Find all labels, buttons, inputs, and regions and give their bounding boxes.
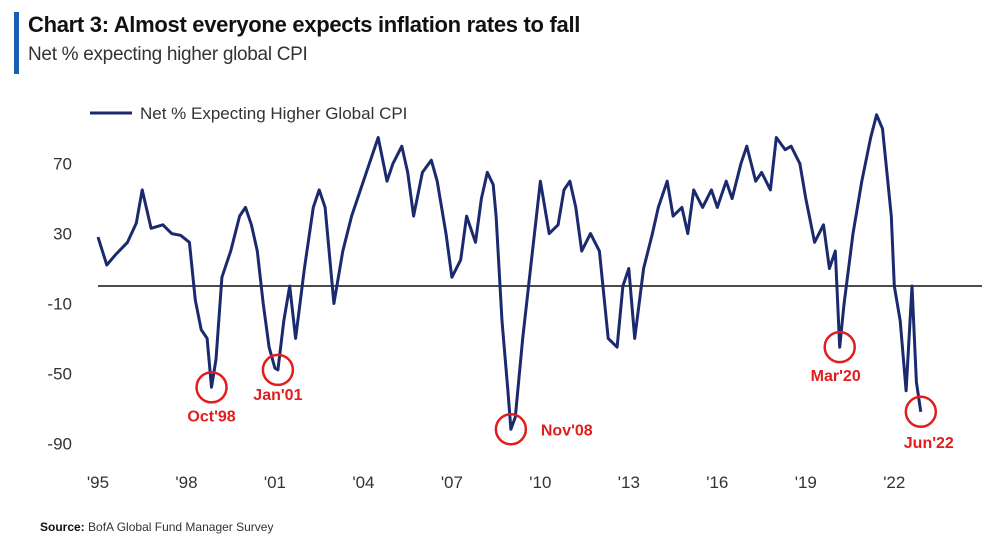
x-tick-label: '19 xyxy=(795,473,817,492)
annotation-label: Jan'01 xyxy=(253,387,302,404)
y-tick-label: -50 xyxy=(47,364,72,383)
annotation-circle xyxy=(823,330,856,364)
source-note: Source: BofA Global Fund Manager Survey xyxy=(40,520,273,534)
y-tick-label: 30 xyxy=(53,225,72,244)
title-accent-bar xyxy=(14,12,19,74)
annotation-circle xyxy=(261,353,295,387)
source-label: Source: xyxy=(40,520,85,534)
legend-label: Net % Expecting Higher Global CPI xyxy=(140,104,407,123)
y-tick-label: 70 xyxy=(53,155,72,174)
x-tick-label: '22 xyxy=(883,473,905,492)
x-tick-label: '16 xyxy=(706,473,728,492)
x-tick-label: '13 xyxy=(618,473,640,492)
x-axis-labels: '95 '98 '01 '04 '07 '10 '13 '16 '19 '22 xyxy=(87,473,905,492)
annotation-circle xyxy=(904,395,938,429)
annotations: Oct'98 Jan'01 Nov'08 Mar'20 Jun'22 xyxy=(187,330,954,452)
x-tick-label: '95 xyxy=(87,473,109,492)
annotation-label: Nov'08 xyxy=(541,422,593,439)
source-text: BofA Global Fund Manager Survey xyxy=(88,520,274,534)
annotation-label: Oct'98 xyxy=(187,408,235,425)
x-tick-label: '98 xyxy=(175,473,197,492)
annotation-label: Mar'20 xyxy=(811,368,861,385)
x-tick-label: '10 xyxy=(529,473,551,492)
annotation-circle xyxy=(195,371,228,404)
x-tick-label: '04 xyxy=(352,473,374,492)
x-tick-label: '01 xyxy=(264,473,286,492)
chart-title: Chart 3: Almost everyone expects inflati… xyxy=(28,12,581,37)
y-tick-label: -90 xyxy=(47,434,72,453)
chart-subtitle: Net % expecting higher global CPI xyxy=(28,44,308,65)
y-tick-label: -10 xyxy=(47,294,72,313)
annotation-circle xyxy=(494,413,528,446)
legend: Net % Expecting Higher Global CPI xyxy=(90,104,407,123)
annotation-label: Jun'22 xyxy=(904,435,954,452)
y-axis-labels: 70 30 -10 -50 -90 xyxy=(47,155,72,454)
series-line-net-cpi xyxy=(96,113,923,431)
x-tick-label: '07 xyxy=(441,473,463,492)
